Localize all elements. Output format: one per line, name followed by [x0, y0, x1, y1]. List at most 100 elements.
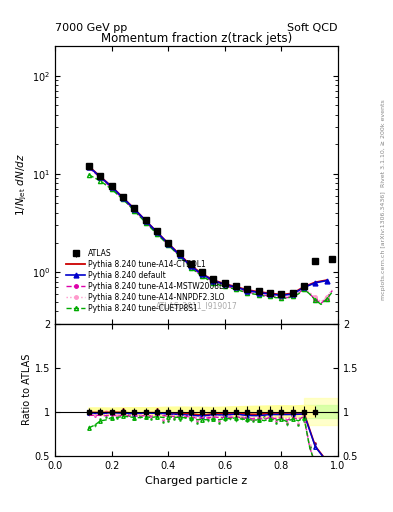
Legend: ATLAS, Pythia 8.240 tune-A14-CTEQL1, Pythia 8.240 default, Pythia 8.240 tune-A14: ATLAS, Pythia 8.240 tune-A14-CTEQL1, Pyt… [64, 248, 231, 314]
Pythia 8.240 tune-A14-NNPDF2.3LO [211, 278, 216, 284]
Pythia 8.240 tune-A14-MSTW2008LO [239, 287, 244, 293]
Pythia 8.240 tune-A14-NNPDF2.3LO [251, 289, 255, 295]
Pythia 8.240 tune-A14-MSTW2008LO [92, 169, 97, 176]
Pythia 8.240 tune-A14-MSTW2008LO [160, 236, 165, 242]
Pythia 8.240 tune-A14-NNPDF2.3LO [296, 289, 301, 295]
Pythia 8.240 tune-A14-CTEQL1 [166, 241, 171, 247]
Pythia 8.240 tune-A14-MSTW2008LO [222, 283, 227, 289]
Pythia 8.240 tune-A14-NNPDF2.3LO [234, 285, 239, 291]
Pythia 8.240 tune-CUETP8S1 [302, 286, 307, 292]
Pythia 8.240 tune-A14-NNPDF2.3LO [132, 206, 137, 212]
Pythia 8.240 tune-CUETP8S1 [183, 259, 187, 265]
Pythia 8.240 tune-CUETP8S1 [138, 214, 142, 220]
Pythia 8.240 tune-A14-MSTW2008LO [154, 230, 159, 236]
Pythia 8.240 tune-CUETP8S1 [109, 186, 114, 192]
Pythia 8.240 tune-A14-NNPDF2.3LO [92, 169, 97, 175]
Pythia 8.240 tune-CUETP8S1 [217, 282, 222, 288]
Pythia 8.240 tune-A14-CTEQL1 [109, 183, 114, 189]
Pythia 8.240 tune-CUETP8S1 [319, 302, 323, 308]
Pythia 8.240 default [86, 164, 91, 170]
Pythia 8.240 tune-A14-MSTW2008LO [177, 252, 182, 259]
Pythia 8.240 default [189, 263, 193, 269]
Pythia 8.240 tune-A14-NNPDF2.3LO [285, 294, 289, 300]
Pythia 8.240 tune-A14-NNPDF2.3LO [324, 294, 329, 300]
Pythia 8.240 tune-A14-CTEQL1 [245, 287, 250, 293]
Pythia 8.240 default [109, 184, 114, 190]
Pythia 8.240 tune-CUETP8S1 [104, 182, 108, 188]
Pythia 8.240 tune-A14-MSTW2008LO [104, 180, 108, 186]
Pythia 8.240 default [245, 287, 250, 293]
Pythia 8.240 default [200, 271, 204, 278]
Pythia 8.240 tune-A14-NNPDF2.3LO [206, 275, 210, 281]
Pythia 8.240 tune-CUETP8S1 [330, 289, 335, 295]
Pythia 8.240 tune-A14-NNPDF2.3LO [194, 268, 199, 274]
Pythia 8.240 tune-CUETP8S1 [121, 197, 125, 203]
Pythia 8.240 tune-A14-CTEQL1 [132, 206, 137, 212]
Pythia 8.240 tune-A14-NNPDF2.3LO [189, 264, 193, 270]
Pythia 8.240 tune-A14-MSTW2008LO [302, 286, 307, 292]
Pythia 8.240 tune-A14-NNPDF2.3LO [138, 212, 142, 219]
Pythia 8.240 tune-CUETP8S1 [115, 191, 119, 198]
Pythia 8.240 tune-A14-MSTW2008LO [98, 175, 103, 181]
Pythia 8.240 default [222, 282, 227, 288]
Pythia 8.240 default [313, 280, 318, 286]
Pythia 8.240 tune-CUETP8S1 [222, 283, 227, 289]
Pythia 8.240 tune-A14-NNPDF2.3LO [279, 293, 284, 299]
Pythia 8.240 tune-A14-MSTW2008LO [234, 286, 239, 292]
Pythia 8.240 tune-A14-NNPDF2.3LO [256, 290, 261, 296]
Pythia 8.240 tune-A14-MSTW2008LO [200, 272, 204, 279]
Pythia 8.240 tune-CUETP8S1 [166, 242, 171, 248]
Pythia 8.240 tune-CUETP8S1 [239, 288, 244, 294]
Y-axis label: $1/N_{\rm jet}\ dN/dz$: $1/N_{\rm jet}\ dN/dz$ [15, 154, 29, 216]
Pythia 8.240 tune-A14-NNPDF2.3LO [307, 289, 312, 295]
Pythia 8.240 default [324, 278, 329, 284]
Line: Pythia 8.240 tune-A14-NNPDF2.3LO: Pythia 8.240 tune-A14-NNPDF2.3LO [87, 166, 334, 304]
Pythia 8.240 tune-A14-MSTW2008LO [279, 294, 284, 300]
Pythia 8.240 tune-CUETP8S1 [132, 208, 137, 214]
Pythia 8.240 tune-A14-MSTW2008LO [115, 190, 119, 197]
Pythia 8.240 tune-A14-CTEQL1 [86, 163, 91, 169]
Pythia 8.240 tune-A14-CTEQL1 [324, 277, 329, 283]
Pythia 8.240 tune-CUETP8S1 [160, 237, 165, 243]
Pythia 8.240 tune-CUETP8S1 [279, 294, 284, 301]
Pythia 8.240 default [121, 195, 125, 201]
Line: Pythia 8.240 default: Pythia 8.240 default [86, 164, 329, 298]
Pythia 8.240 tune-CUETP8S1 [154, 231, 159, 237]
Pythia 8.240 tune-A14-MSTW2008LO [121, 196, 125, 202]
Pythia 8.240 tune-A14-NNPDF2.3LO [126, 201, 131, 207]
Pythia 8.240 tune-CUETP8S1 [290, 293, 295, 299]
Pythia 8.240 tune-CUETP8S1 [92, 175, 97, 181]
Pythia 8.240 default [143, 218, 148, 224]
Pythia 8.240 tune-CUETP8S1 [149, 225, 154, 231]
Pythia 8.240 default [177, 252, 182, 258]
Pythia 8.240 tune-A14-MSTW2008LO [285, 294, 289, 301]
Pythia 8.240 tune-A14-CTEQL1 [143, 218, 148, 224]
Pythia 8.240 default [211, 278, 216, 284]
Pythia 8.240 tune-CUETP8S1 [234, 286, 239, 292]
Pythia 8.240 tune-A14-MSTW2008LO [166, 242, 171, 248]
Pythia 8.240 tune-A14-CTEQL1 [121, 195, 125, 201]
Pythia 8.240 tune-A14-MSTW2008LO [262, 292, 267, 298]
Pythia 8.240 tune-CUETP8S1 [200, 273, 204, 279]
Line: Pythia 8.240 tune-A14-MSTW2008LO: Pythia 8.240 tune-A14-MSTW2008LO [87, 166, 334, 305]
Pythia 8.240 default [256, 289, 261, 295]
Polygon shape [89, 406, 315, 418]
Pythia 8.240 tune-A14-NNPDF2.3LO [109, 184, 114, 190]
Pythia 8.240 tune-A14-NNPDF2.3LO [177, 252, 182, 259]
X-axis label: Charged particle z: Charged particle z [145, 476, 248, 486]
Pythia 8.240 tune-CUETP8S1 [296, 291, 301, 297]
Pythia 8.240 tune-A14-MSTW2008LO [211, 279, 216, 285]
Pythia 8.240 tune-CUETP8S1 [307, 291, 312, 297]
Pythia 8.240 tune-A14-MSTW2008LO [86, 165, 91, 171]
Pythia 8.240 tune-A14-MSTW2008LO [307, 291, 312, 297]
Pythia 8.240 tune-A14-NNPDF2.3LO [171, 246, 176, 252]
Pythia 8.240 tune-A14-NNPDF2.3LO [166, 241, 171, 247]
Pythia 8.240 tune-A14-NNPDF2.3LO [121, 196, 125, 202]
Pythia 8.240 tune-A14-NNPDF2.3LO [217, 280, 222, 286]
Pythia 8.240 tune-CUETP8S1 [256, 292, 261, 298]
Pythia 8.240 tune-A14-NNPDF2.3LO [104, 179, 108, 185]
Pythia 8.240 tune-A14-MSTW2008LO [143, 219, 148, 225]
Pythia 8.240 tune-CUETP8S1 [251, 291, 255, 297]
Pythia 8.240 tune-A14-CTEQL1 [268, 290, 272, 296]
Pythia 8.240 tune-A14-MSTW2008LO [313, 296, 318, 303]
